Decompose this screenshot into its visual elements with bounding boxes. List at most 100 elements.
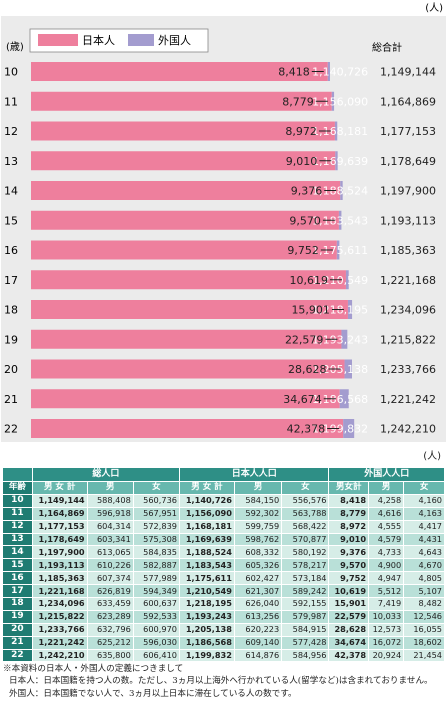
bar-foreign: [334, 121, 338, 141]
value-label-japanese: 1,156,090: [312, 95, 368, 108]
sub-header: 女: [132, 481, 180, 495]
table-cell: 16,055: [403, 622, 445, 637]
group-header-foreign: 外国人人口: [328, 467, 445, 482]
table-row: 20 1,233,766 632,796 600,970 1,205,138 620,22…: [2, 622, 445, 637]
total-value: 1,149,144: [380, 66, 436, 79]
table-cell: 613,256: [233, 609, 283, 624]
bar-foreign: [338, 210, 342, 230]
sub-header: 男 女 計: [31, 481, 88, 495]
table-age-cell: 10: [2, 493, 33, 508]
age-label: 13: [4, 155, 18, 168]
table-cell: 4,160: [403, 493, 445, 508]
legend: 日本人 外国人: [29, 28, 209, 53]
age-header: 年齢: [2, 481, 33, 495]
table-cell: 635,800: [86, 648, 134, 663]
table-row: 19 1,215,822 623,289 592,533 1,193,243 613,25…: [2, 609, 445, 624]
table-cell: 8,779: [328, 506, 370, 521]
table-row: 21 1,221,242 625,212 596,030 1,186,568 609,14…: [2, 635, 445, 650]
table-row: 16 1,185,363 607,374 577,989 1,175,611 602,42…: [2, 571, 445, 586]
bar-japanese: [31, 181, 341, 200]
table-cell: 1,140,726: [178, 493, 235, 508]
table-cell: 1,215,822: [31, 609, 88, 624]
table-cell: 9,376: [328, 545, 370, 560]
table-cell: 10,619: [328, 584, 370, 599]
table-cell: 584,956: [281, 648, 330, 663]
table-cell: 4,733: [368, 545, 405, 560]
table-cell: 599,759: [233, 519, 283, 534]
table-cell: 596,030: [132, 635, 180, 650]
table-cell: 1,233,766: [31, 622, 88, 637]
age-label: 15: [4, 214, 18, 227]
bar-foreign: [327, 62, 330, 81]
table-cell: 608,332: [233, 545, 283, 560]
table-cell: 620,223: [233, 622, 283, 637]
table-cell: 15,901: [328, 597, 370, 611]
table-cell: 4,947: [368, 571, 405, 586]
total-value: 1,234,096: [380, 304, 436, 317]
table-cell: 603,341: [86, 532, 134, 547]
table-age-cell: 18: [2, 597, 33, 611]
table-cell: 602,427: [233, 571, 283, 586]
table-cell: 1,218,195: [178, 597, 235, 611]
table-cell: 592,533: [132, 609, 180, 624]
table-cell: 621,307: [233, 584, 283, 599]
total-value: 1,185,363: [380, 244, 436, 257]
total-value: 1,164,869: [380, 95, 436, 108]
table-cell: 584,915: [281, 622, 330, 637]
bar-foreign: [339, 389, 349, 409]
table-cell: 18,602: [403, 635, 445, 650]
table-age-cell: 20: [2, 622, 33, 637]
table-cell: 8,972: [328, 519, 370, 534]
age-label: 16: [4, 244, 18, 257]
value-label-japanese: 1,183,543: [312, 214, 368, 227]
age-label: 11: [4, 95, 18, 108]
table-cell: 626,819: [86, 584, 134, 599]
table-cell: 623,289: [86, 609, 134, 624]
table-cell: 1,210,549: [178, 584, 235, 599]
table-cell: 1,221,242: [31, 635, 88, 650]
table-cell: 1,186,568: [178, 635, 235, 650]
value-label-foreign: 8,972: [285, 125, 317, 138]
age-label: 10: [4, 66, 18, 79]
value-label-japanese: 1,169,639: [312, 155, 368, 168]
age-label: 12: [4, 125, 18, 138]
table-cell: 580,192: [281, 545, 330, 560]
table-cell: 632,796: [86, 622, 134, 637]
group-header-japanese: 日本人人口: [178, 467, 330, 482]
value-label-japanese: 1,193,243: [312, 333, 368, 346]
table-cell: 560,736: [132, 493, 180, 508]
bar-foreign: [336, 240, 340, 260]
table-cell: 1,169,639: [178, 532, 235, 547]
table-cell: 7,419: [368, 597, 405, 611]
value-label-foreign: 42,378: [287, 423, 326, 436]
table-cell: 605,326: [233, 558, 283, 573]
table-cell: 592,302: [233, 506, 283, 521]
table-cell: 1,178,649: [31, 532, 88, 547]
bar-japanese: [31, 121, 335, 141]
table-age-cell: 14: [2, 545, 33, 560]
table-cell: 4,900: [368, 558, 405, 573]
table-cell: 610,226: [86, 558, 134, 573]
legend-swatch-foreign: [128, 34, 154, 46]
value-label-foreign: 9,376: [291, 185, 323, 198]
total-value: 1,177,153: [380, 125, 436, 138]
table-corner: [2, 467, 33, 482]
table-cell: 568,422: [281, 519, 330, 534]
table-cell: 4,163: [403, 506, 445, 521]
value-label-japanese: 1,175,611: [312, 244, 368, 257]
table-cell: 606,410: [132, 648, 180, 663]
sub-header: 女: [403, 481, 445, 495]
table-cell: 604,314: [86, 519, 134, 534]
total-value: 1,221,168: [380, 274, 436, 287]
table-cell: 8,482: [403, 597, 445, 611]
total-value: 1,197,900: [380, 185, 436, 198]
table-age-cell: 19: [2, 609, 33, 624]
table-cell: 4,417: [403, 519, 445, 534]
population-table: 総人口 日本人人口 外国人人口 年齢 男 女 計 男 女 男 女 計 男 女 男…: [2, 467, 445, 663]
table-cell: 633,459: [86, 597, 134, 611]
table-cell: 614,876: [233, 648, 283, 663]
sub-header: 男: [368, 481, 405, 495]
table-cell: 22,579: [328, 609, 370, 624]
table-cell: 1,197,900: [31, 545, 88, 560]
